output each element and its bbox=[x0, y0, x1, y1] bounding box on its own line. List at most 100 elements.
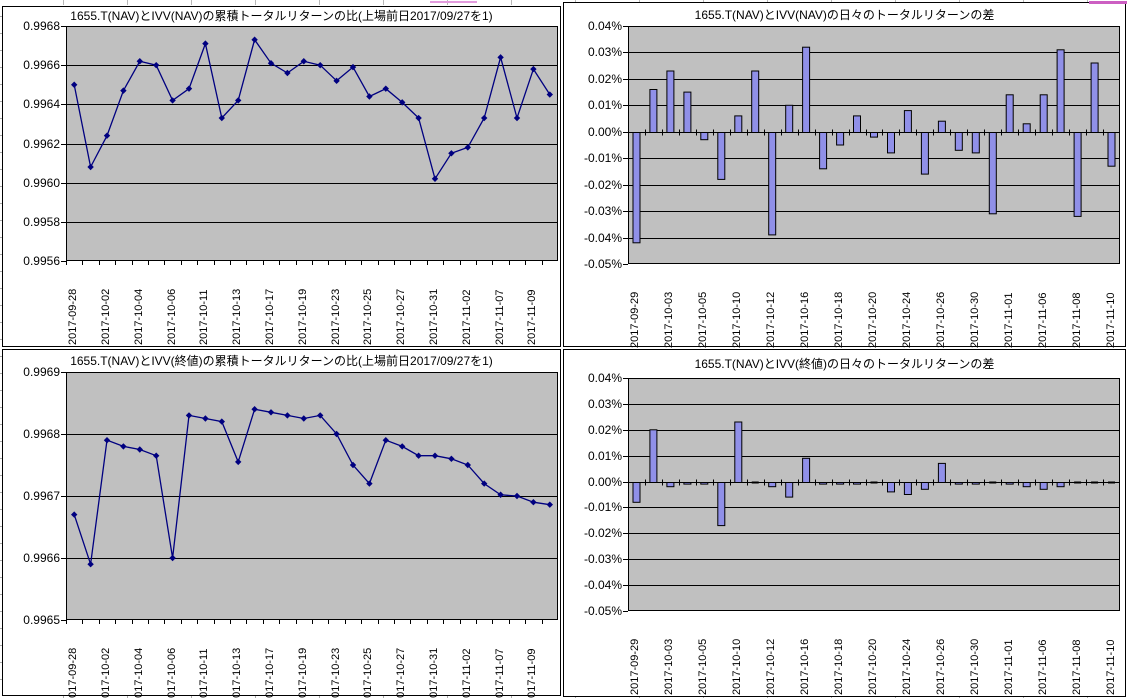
bar bbox=[954, 482, 963, 485]
x-tick-label: 2017-10-19 bbox=[296, 288, 309, 345]
data-point-marker bbox=[530, 65, 537, 73]
data-point-marker bbox=[431, 452, 439, 459]
x-tick-label: 2017-11-07 bbox=[493, 289, 506, 345]
x-tick-label: 2017-10-20 bbox=[867, 638, 879, 695]
bar bbox=[1039, 482, 1048, 490]
chart-cumulative-ratio-nav[interactable]: 1655.T(NAV)とIVV(NAV)の累積トータルリターンの比(上場前日20… bbox=[2, 6, 561, 347]
bar bbox=[887, 132, 895, 154]
data-point-marker bbox=[153, 61, 160, 69]
x-tick-label: 2017-10-23 bbox=[329, 288, 342, 345]
data-point-marker bbox=[300, 58, 307, 65]
x-tick-label: 2017-11-01 bbox=[1002, 639, 1015, 695]
x-tick-label: 2017-09-28 bbox=[67, 288, 80, 345]
data-point-marker bbox=[87, 163, 94, 171]
data-point-marker bbox=[497, 491, 504, 498]
data-point-marker bbox=[169, 554, 176, 562]
x-tick-label: 2017-10-12 bbox=[765, 291, 778, 348]
y-tick-label: -0.03% bbox=[583, 552, 622, 567]
y-tick-label: -0.02% bbox=[583, 177, 622, 192]
bar bbox=[785, 104, 794, 134]
data-point-marker bbox=[136, 58, 143, 65]
data-point-marker bbox=[103, 132, 111, 139]
bar bbox=[683, 91, 692, 133]
y-tick-label: 0.9958 bbox=[23, 214, 60, 229]
y-tick-label: -0.01% bbox=[583, 151, 622, 166]
data-point-marker bbox=[481, 114, 488, 122]
bar bbox=[836, 132, 845, 146]
bar bbox=[937, 462, 946, 484]
chart-daily-diff-nav[interactable]: 1655.T(NAV)とIVV(NAV)の日々のトータルリターンの差 0.04%… bbox=[563, 2, 1126, 348]
bar bbox=[802, 457, 811, 484]
x-tick-label: 2017-11-07 bbox=[493, 648, 506, 698]
data-point-marker bbox=[448, 455, 455, 462]
bar bbox=[1022, 123, 1031, 134]
plot-canvas bbox=[623, 26, 1120, 265]
y-tick-label: 0.9960 bbox=[23, 175, 60, 190]
data-point-marker bbox=[136, 446, 143, 453]
bar bbox=[819, 482, 828, 485]
data-point-marker bbox=[120, 87, 127, 94]
x-tick-label: 2017-10-30 bbox=[968, 291, 981, 348]
bar bbox=[920, 132, 929, 175]
bar bbox=[853, 482, 861, 485]
x-tick-label: 2017-10-02 bbox=[100, 288, 112, 345]
y-tick-label: 0.9966 bbox=[23, 551, 60, 565]
y-tick-label: 0.03% bbox=[587, 45, 622, 60]
y-tick-label: 0.9968 bbox=[23, 427, 60, 441]
y-tick-label: -0.01% bbox=[583, 500, 622, 515]
data-point-marker bbox=[218, 418, 225, 425]
data-point-marker bbox=[218, 114, 225, 122]
bar bbox=[1022, 482, 1031, 488]
x-tick-label: 2017-10-13 bbox=[231, 288, 244, 345]
chart-title: 1655.T(NAV)とIVV(終値)の日々のトータルリターンの差 bbox=[694, 357, 995, 371]
chart-cumulative-ratio-close[interactable]: 1655.T(NAV)とIVV(終値)の累積トータルリターンの比(上場前日201… bbox=[2, 349, 561, 698]
data-point-marker bbox=[235, 458, 242, 466]
y-tick-label: -0.04% bbox=[583, 578, 622, 593]
bar bbox=[734, 115, 743, 134]
bar bbox=[954, 132, 963, 151]
chart-title: 1655.T(NAV)とIVV(NAV)の日々のトータルリターンの差 bbox=[694, 8, 995, 22]
data-point-marker bbox=[464, 461, 471, 469]
bar bbox=[700, 132, 709, 141]
x-tick-label: 2017-10-10 bbox=[731, 638, 744, 695]
x-tick-label: 2017-10-05 bbox=[697, 291, 710, 348]
bar bbox=[632, 132, 641, 244]
data-point-marker bbox=[497, 54, 504, 61]
y-tick-label: 0.00% bbox=[587, 124, 622, 139]
chart-daily-diff-close[interactable]: 1655.T(NAV)とIVV(終値)の日々のトータルリターンの差 0.04% 0… bbox=[563, 349, 1126, 697]
y-tick-label: 0.01% bbox=[587, 448, 622, 463]
bar bbox=[700, 482, 709, 485]
y-tick-label: 0.9969 bbox=[23, 365, 60, 379]
y-tick-label: 0.9962 bbox=[23, 136, 60, 151]
data-point-marker bbox=[366, 93, 373, 100]
bar bbox=[768, 132, 777, 236]
chart-title: 1655.T(NAV)とIVV(NAV)の累積トータルリターンの比(上場前日20… bbox=[70, 9, 493, 23]
x-tick-label: 2017-10-12 bbox=[765, 638, 778, 695]
x-tick-label: 2017-10-27 bbox=[395, 647, 408, 698]
data-point-marker bbox=[300, 415, 307, 422]
y-tick-label: -0.05% bbox=[583, 604, 622, 618]
x-tick-label: 2017-10-26 bbox=[934, 291, 947, 348]
data-point-marker bbox=[267, 60, 275, 67]
y-tick-label: 0.03% bbox=[587, 396, 622, 411]
line-series bbox=[73, 408, 550, 565]
y-tick-label: 0.9956 bbox=[23, 254, 60, 268]
y-tick-label: 0.9964 bbox=[23, 97, 60, 112]
bar bbox=[683, 482, 692, 485]
x-tick-label: 2017-10-24 bbox=[900, 638, 913, 695]
data-point-marker bbox=[284, 412, 291, 419]
data-point-marker bbox=[333, 430, 340, 438]
bar bbox=[785, 482, 794, 498]
x-tick-label: 2017-10-26 bbox=[934, 638, 947, 695]
data-point-marker bbox=[415, 452, 422, 459]
x-tick-label: 2017-09-29 bbox=[629, 291, 642, 348]
x-tick-label: 2017-11-06 bbox=[1036, 639, 1049, 695]
magenta-cell-underline bbox=[430, 1, 477, 3]
data-point-marker bbox=[382, 85, 389, 92]
x-tick-label: 2017-10-04 bbox=[132, 288, 145, 345]
bar bbox=[971, 132, 980, 154]
x-tick-label: 2017-10-11 bbox=[198, 289, 211, 345]
bar bbox=[836, 482, 845, 485]
x-tick-label: 2017-10-20 bbox=[867, 291, 879, 348]
bar bbox=[1039, 94, 1048, 134]
